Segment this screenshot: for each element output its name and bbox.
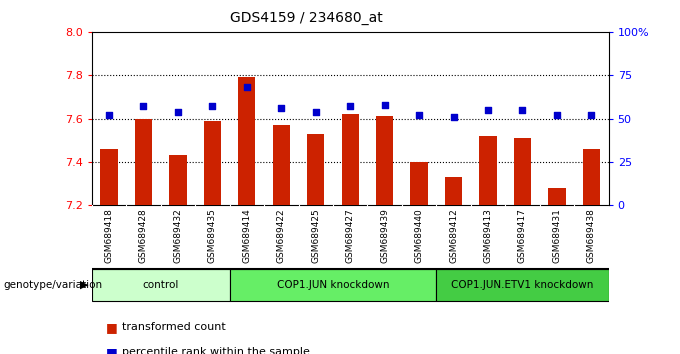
Text: ■: ■ xyxy=(105,321,117,334)
Text: percentile rank within the sample: percentile rank within the sample xyxy=(122,347,310,354)
Text: genotype/variation: genotype/variation xyxy=(3,280,103,290)
Text: GSM689418: GSM689418 xyxy=(105,209,114,263)
Text: GSM689428: GSM689428 xyxy=(139,209,148,263)
Text: GSM689438: GSM689438 xyxy=(587,209,596,263)
Point xyxy=(517,107,528,113)
Text: control: control xyxy=(143,280,179,290)
Text: GSM689417: GSM689417 xyxy=(518,209,527,263)
Text: GSM689439: GSM689439 xyxy=(380,209,389,263)
Text: GSM689440: GSM689440 xyxy=(415,209,424,263)
Point xyxy=(276,105,287,111)
Bar xyxy=(92,269,230,301)
Point xyxy=(345,104,356,109)
Point xyxy=(103,112,114,118)
Point xyxy=(310,109,321,114)
Point xyxy=(138,104,149,109)
Bar xyxy=(101,149,118,205)
Text: COP1.JUN.ETV1 knockdown: COP1.JUN.ETV1 knockdown xyxy=(452,280,594,290)
Bar xyxy=(548,188,566,205)
Text: GSM689435: GSM689435 xyxy=(208,209,217,263)
Text: transformed count: transformed count xyxy=(122,322,226,332)
Bar xyxy=(411,162,428,205)
Point xyxy=(448,114,459,120)
Point xyxy=(241,85,252,90)
Text: GSM689431: GSM689431 xyxy=(552,209,562,263)
Text: ■: ■ xyxy=(105,346,117,354)
Point xyxy=(551,112,562,118)
Point xyxy=(586,112,597,118)
Bar xyxy=(341,114,359,205)
Point xyxy=(379,102,390,108)
Bar xyxy=(479,136,496,205)
Text: GSM689414: GSM689414 xyxy=(242,209,252,263)
Bar xyxy=(376,116,393,205)
Text: GSM689413: GSM689413 xyxy=(483,209,492,263)
Bar xyxy=(583,149,600,205)
Bar xyxy=(204,121,221,205)
Text: GSM689425: GSM689425 xyxy=(311,209,320,263)
Bar xyxy=(169,155,186,205)
Bar xyxy=(437,269,609,301)
Text: GSM689427: GSM689427 xyxy=(345,209,355,263)
Bar xyxy=(238,78,256,205)
Bar xyxy=(307,134,324,205)
Bar xyxy=(514,138,531,205)
Bar xyxy=(230,269,437,301)
Bar xyxy=(273,125,290,205)
Bar xyxy=(135,119,152,205)
Bar xyxy=(445,177,462,205)
Point xyxy=(413,112,424,118)
Point xyxy=(173,109,184,114)
Point xyxy=(483,107,494,113)
Text: GSM689432: GSM689432 xyxy=(173,209,182,263)
Text: ▶: ▶ xyxy=(80,280,88,290)
Point xyxy=(207,104,218,109)
Text: GSM689422: GSM689422 xyxy=(277,209,286,263)
Text: GDS4159 / 234680_at: GDS4159 / 234680_at xyxy=(230,11,382,25)
Text: COP1.JUN knockdown: COP1.JUN knockdown xyxy=(277,280,389,290)
Text: GSM689412: GSM689412 xyxy=(449,209,458,263)
